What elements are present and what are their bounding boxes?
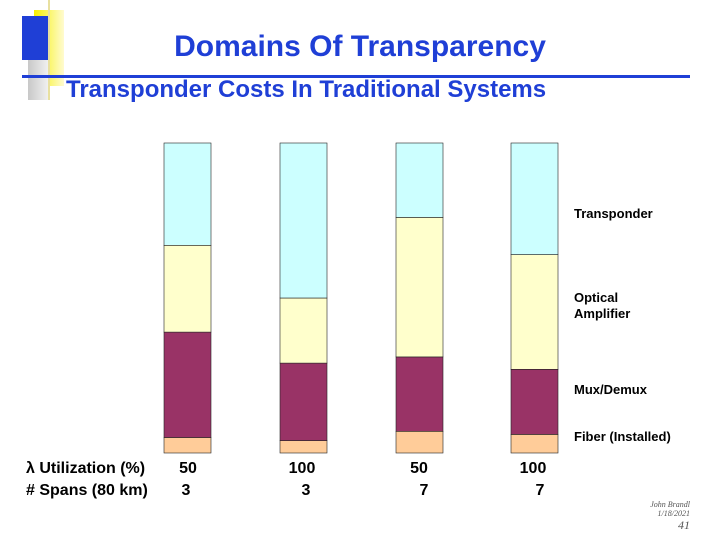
bar-segment-transponder — [395, 142, 444, 218]
row-label-spans: # Spans (80 km) — [26, 482, 148, 499]
bar-segment-mux-demux — [510, 368, 559, 435]
legend-label-transponder: Transponder — [574, 206, 653, 221]
bar-segment-optical-amplifier — [163, 245, 212, 333]
decor-grey-block — [28, 60, 50, 100]
spans-value: 7 — [535, 482, 545, 499]
footer-date: 1/18/2021 — [657, 509, 690, 518]
utilization-value: 100 — [288, 460, 316, 477]
utilization-value: 50 — [179, 460, 197, 477]
slide-subtitle: Transponder Costs In Traditional Systems — [66, 76, 547, 103]
bar-segment-transponder — [279, 142, 328, 299]
page-number: 41 — [678, 518, 690, 532]
bar-segment-transponder — [163, 142, 212, 246]
decor-blue-block — [22, 16, 48, 60]
bar-segment-fiber-installed — [163, 437, 212, 454]
bar-segment-transponder — [510, 142, 559, 255]
legend-label-mux-demux: Mux/Demux — [574, 382, 647, 397]
spans-value: 7 — [419, 482, 429, 499]
bar-segment-optical-amplifier — [279, 297, 328, 364]
spans-value: 3 — [181, 482, 191, 499]
bar-segment-mux-demux — [163, 331, 212, 438]
footer-author: John Brandl — [650, 500, 690, 509]
legend-label-fiber: Fiber (Installed) — [574, 429, 671, 444]
legend-label-optical-amplifier: Optical Amplifier — [574, 290, 631, 321]
bar-segment-mux-demux — [395, 356, 444, 432]
bar-segment-fiber-installed — [395, 430, 444, 454]
title-underline — [22, 75, 690, 78]
bar-segment-mux-demux — [279, 362, 328, 441]
bar-segment-optical-amplifier — [510, 254, 559, 370]
row-label-utilization: λ Utilization (%) — [26, 460, 146, 477]
bar-segment-optical-amplifier — [395, 217, 444, 358]
bar-segment-fiber-installed — [279, 440, 328, 454]
spans-value: 3 — [301, 482, 311, 499]
utilization-value: 100 — [519, 460, 547, 477]
slide-title: Domains Of Transparency — [174, 30, 546, 63]
decor-vertical-line — [48, 0, 50, 100]
bar-segment-fiber-installed — [510, 434, 559, 454]
utilization-value: 50 — [410, 460, 428, 477]
